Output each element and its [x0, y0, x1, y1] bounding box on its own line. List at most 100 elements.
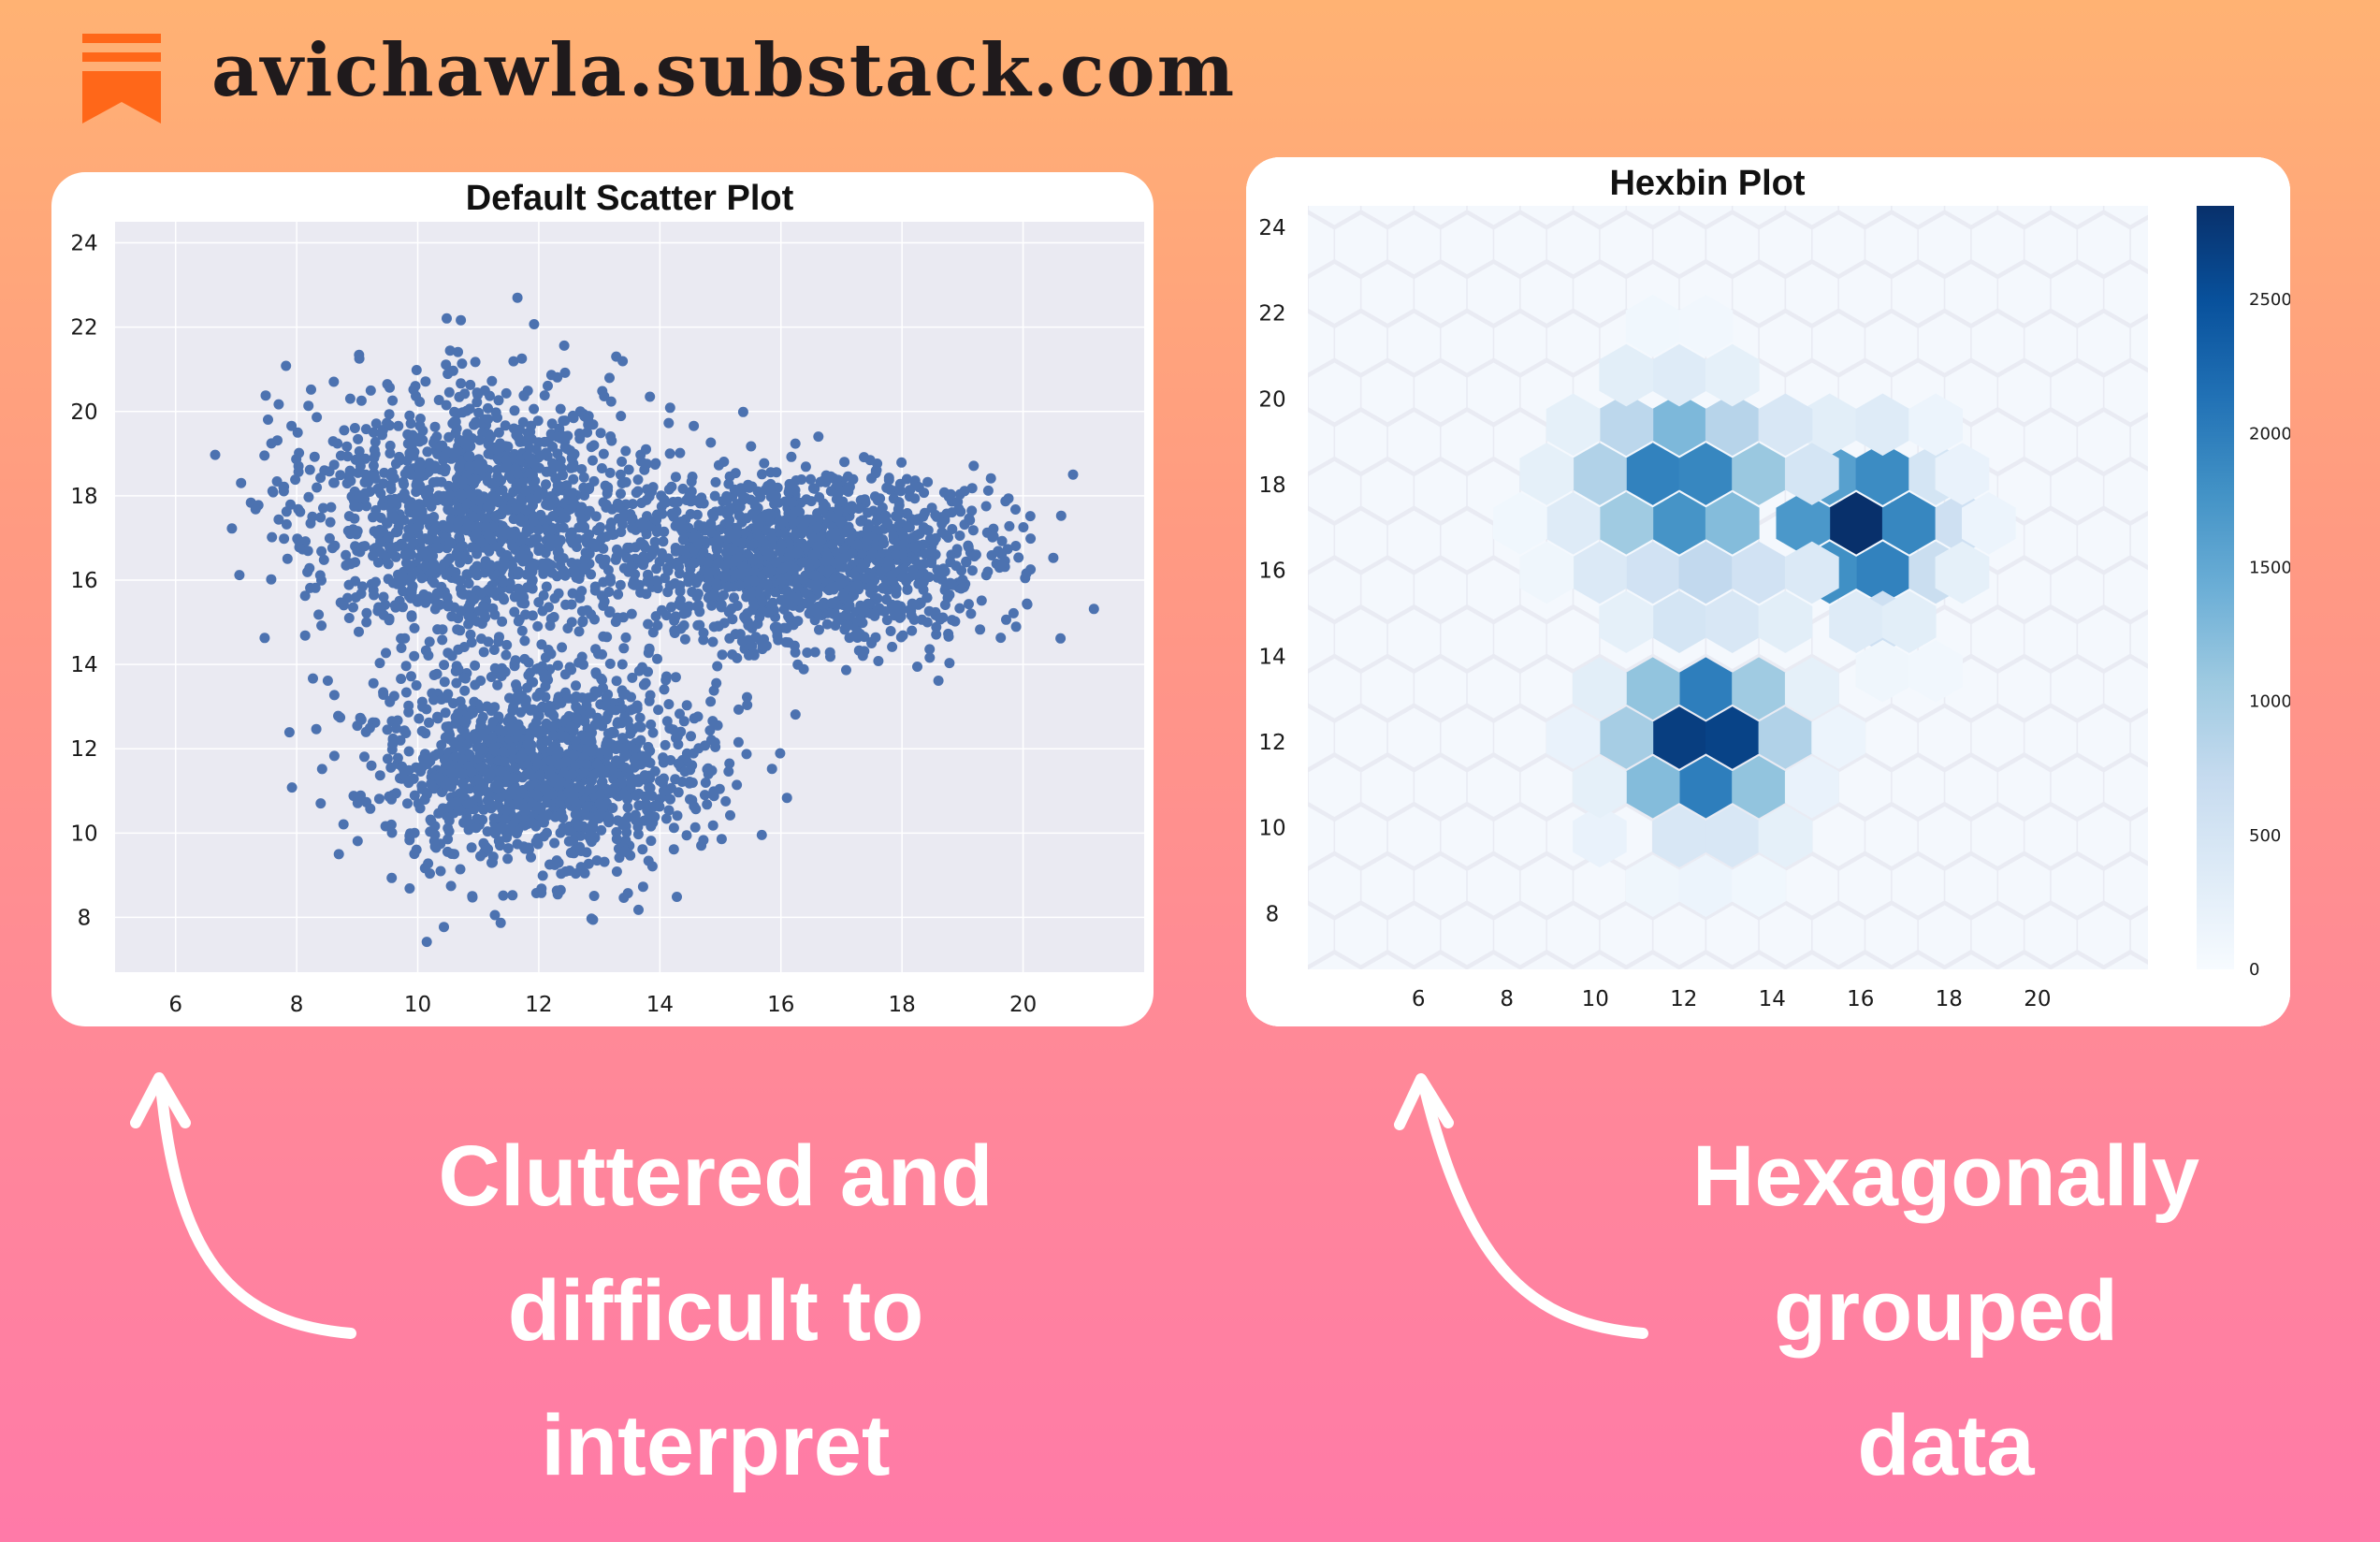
scatter-point: [558, 415, 569, 427]
y-tick-label: 24: [70, 232, 97, 256]
scatter-point: [396, 633, 407, 644]
scatter-point: [234, 570, 245, 581]
x-tick-label: 10: [404, 993, 431, 1017]
scatter-point: [385, 479, 396, 490]
scatter-point: [627, 499, 638, 510]
scatter-point: [511, 503, 522, 515]
scatter-point: [515, 424, 526, 435]
x-tick-label: 8: [290, 993, 304, 1017]
scatter-point: [539, 390, 550, 401]
scatter-point: [263, 415, 273, 425]
scatter-point: [259, 450, 270, 461]
scatter-point: [493, 395, 504, 406]
scatter-point: [420, 376, 431, 387]
scatter-point: [417, 434, 428, 445]
scatter-point: [441, 531, 452, 542]
x-tick-label: 12: [525, 993, 552, 1017]
scatter-point: [566, 527, 577, 538]
scatter-point: [392, 541, 402, 552]
scatter-point: [299, 590, 311, 602]
x-tick-label: 14: [646, 993, 674, 1017]
scatter-point: [537, 605, 548, 617]
scatter-point: [465, 379, 476, 390]
scatter-point: [437, 624, 448, 635]
scatter-point: [813, 431, 824, 443]
scatter-point: [456, 314, 467, 326]
scatter-point: [387, 395, 399, 406]
scatter-point: [664, 448, 675, 459]
scatter-point: [442, 592, 453, 603]
scatter-point: [350, 592, 361, 603]
x-tick-label: 20: [1009, 993, 1037, 1017]
substack-logo-icon: [82, 34, 161, 124]
scatter-point: [532, 620, 544, 632]
x-tick-label: 6: [168, 993, 182, 1017]
caption-left: Cluttered and difficult to interpret: [332, 1109, 1099, 1513]
scatter-point: [316, 620, 327, 632]
scatter-point: [546, 532, 558, 544]
scatter-point: [315, 512, 327, 523]
scatter-point: [509, 606, 520, 618]
scatter-point: [461, 405, 472, 416]
scatter-point: [509, 405, 520, 416]
scatter-point: [664, 402, 675, 414]
scatter-point: [299, 630, 311, 641]
scatter-point: [568, 473, 579, 485]
scatter-point: [586, 569, 597, 580]
scatter-point: [689, 420, 700, 431]
scatter-point: [463, 602, 474, 613]
scatter-point: [343, 471, 355, 482]
scatter-point: [435, 441, 445, 452]
scatter-point: [416, 573, 428, 584]
scatter-point: [476, 618, 487, 629]
scatter-point: [546, 567, 558, 578]
scatter-point: [615, 579, 626, 590]
scatter-point: [349, 423, 360, 433]
scatter-point: [576, 586, 588, 597]
scatter-point: [353, 433, 364, 444]
scatter-point: [279, 481, 290, 492]
scatter-point: [555, 403, 566, 415]
scatter-point: [318, 554, 329, 565]
scatter-point: [343, 579, 355, 590]
scatter-point: [266, 574, 277, 585]
scatter-point: [328, 376, 340, 387]
scatter-point: [598, 448, 609, 459]
caption-line: grouped: [1774, 1263, 2118, 1359]
scatter-point: [559, 442, 571, 453]
brand-name[interactable]: avichawla.substack.com: [211, 28, 1237, 113]
scatter-point: [478, 600, 489, 611]
scatter-point: [577, 616, 588, 627]
scatter-point: [370, 418, 382, 429]
scatter-point: [546, 418, 558, 429]
scatter-point: [328, 477, 340, 488]
scatter-point: [294, 447, 305, 458]
scatter-point: [400, 661, 412, 672]
scatter-point: [636, 498, 647, 508]
y-tick-label: 14: [70, 653, 97, 677]
scatter-point: [549, 593, 560, 604]
scatter-point: [604, 467, 616, 478]
scatter-point: [399, 487, 410, 499]
scatter-point: [474, 434, 486, 445]
scatter-point: [342, 451, 353, 462]
scatter-point: [459, 388, 471, 400]
scatter-point: [437, 634, 448, 646]
scatter-point: [579, 490, 590, 501]
scatter-point: [493, 455, 504, 466]
scatter-point: [290, 474, 301, 486]
scatter-point: [529, 319, 540, 329]
scatter-point: [444, 345, 456, 356]
scatter-point: [470, 356, 481, 368]
scatter-point: [339, 425, 350, 436]
scatter-point: [404, 410, 415, 421]
scatter-point: [354, 626, 364, 637]
scatter-point: [616, 488, 626, 500]
scatter-point: [565, 534, 576, 546]
y-tick-label: 20: [70, 400, 97, 425]
scatter-point: [438, 455, 449, 466]
scatter-point: [341, 549, 352, 560]
scatter-point: [406, 611, 417, 622]
scatter-point: [588, 455, 598, 466]
